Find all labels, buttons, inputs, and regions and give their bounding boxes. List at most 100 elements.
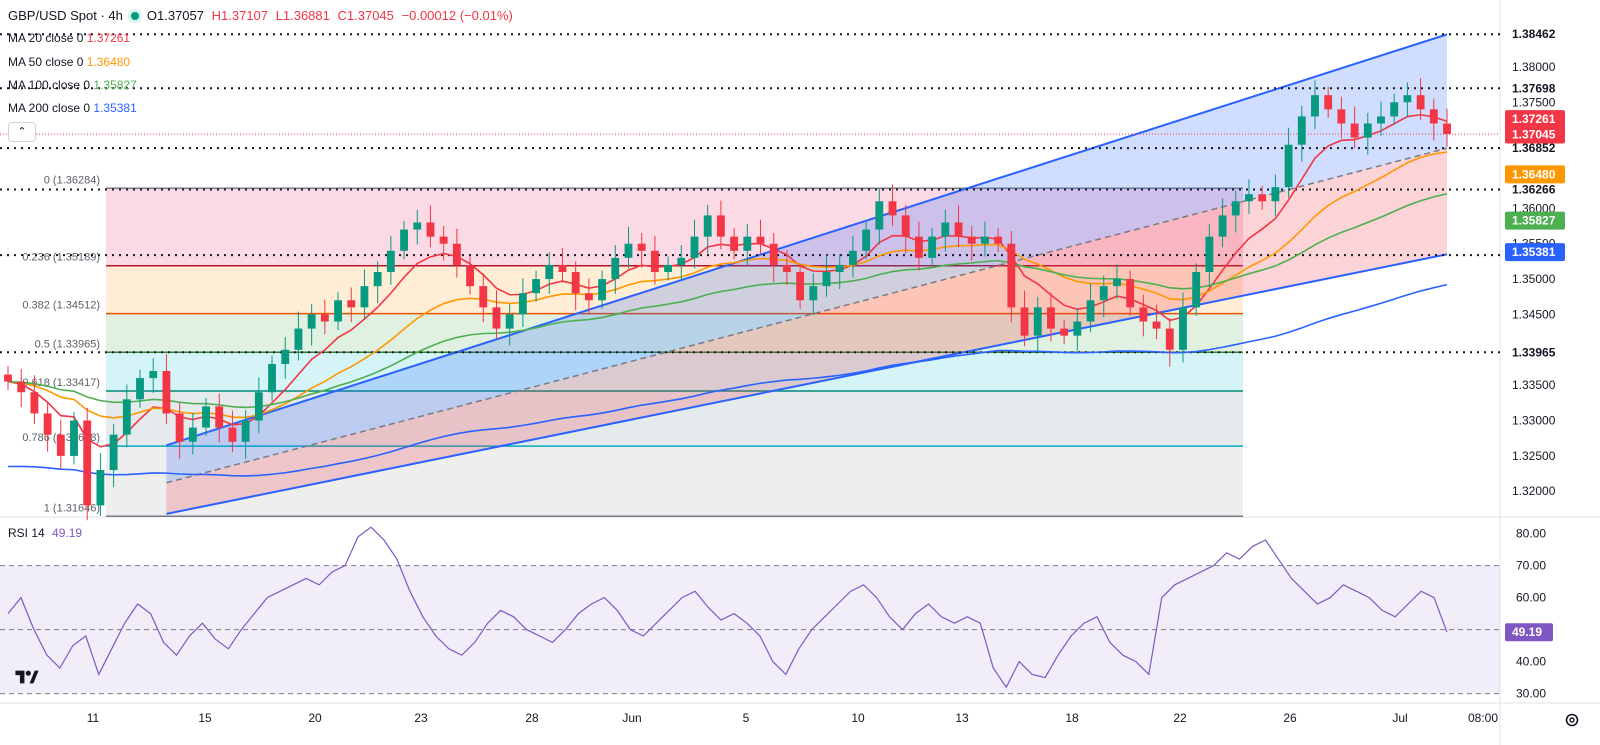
candle-body bbox=[1033, 307, 1042, 336]
ma-price-tag: 1.36480 bbox=[1512, 167, 1556, 181]
candle-body bbox=[228, 427, 237, 442]
time-tick-label: 26 bbox=[1283, 711, 1297, 725]
ma100-line bbox=[7, 192, 1448, 409]
level-price-tag-bg bbox=[1505, 25, 1565, 44]
rsi-legend[interactable]: RSI 14 49.19 bbox=[8, 526, 82, 540]
candle-body bbox=[518, 293, 527, 315]
candle-body bbox=[756, 236, 765, 244]
ma50-legend[interactable]: MA 50 close 0 1.36480 bbox=[8, 55, 130, 69]
fib-level-label: 0.236 (1.35189) bbox=[22, 252, 100, 264]
candle-body bbox=[1311, 95, 1319, 117]
rsi-line bbox=[7, 526, 1448, 689]
candle-body bbox=[122, 399, 131, 435]
ma-price-tag: 1.35381 bbox=[1512, 245, 1556, 259]
ma100-label: MA 100 close 0 bbox=[8, 78, 91, 92]
fib-zone bbox=[106, 265, 1243, 314]
candle-body bbox=[1007, 243, 1016, 308]
horizontal-levels bbox=[0, 33, 1500, 354]
time-tick-label: 23 bbox=[414, 711, 428, 725]
candle-body bbox=[875, 201, 884, 230]
rsi-tick-label: 60.00 bbox=[1516, 591, 1546, 605]
candle-body bbox=[1350, 123, 1359, 138]
ma200-value: 1.35381 bbox=[93, 101, 137, 115]
candle-body bbox=[1020, 307, 1029, 336]
candle-body bbox=[96, 470, 105, 506]
ma50-line bbox=[7, 151, 1448, 419]
candle-body bbox=[1231, 201, 1240, 216]
ma-price-tag-bg bbox=[1505, 110, 1565, 129]
ma200-legend[interactable]: MA 200 close 0 1.35381 bbox=[8, 101, 137, 115]
candle-body bbox=[83, 420, 92, 506]
fib-level-label: 0 (1.36284) bbox=[44, 174, 100, 186]
candle-body bbox=[360, 286, 369, 308]
candle-body bbox=[690, 236, 699, 258]
candle-body bbox=[1390, 102, 1399, 117]
candle-body bbox=[703, 215, 712, 237]
candle-body bbox=[281, 349, 290, 364]
price-tick-label: 1.37500 bbox=[1512, 95, 1556, 109]
time-tick-label: Jun bbox=[622, 711, 641, 725]
time-tick-label: 22 bbox=[1173, 711, 1187, 725]
ma20-legend[interactable]: MA 20 close 0 1.37261 bbox=[8, 31, 130, 45]
candle-body bbox=[1205, 236, 1214, 272]
price-axis[interactable]: 1.380001.375001.360001.355001.350001.345… bbox=[1505, 25, 1565, 498]
ma-price-tag-bg bbox=[1505, 243, 1565, 262]
candle-body bbox=[769, 243, 778, 265]
candle-body bbox=[1099, 286, 1108, 301]
channel-lower-fill bbox=[166, 148, 1448, 514]
symbol-title[interactable]: GBP/USD Spot · 4h bbox=[8, 8, 123, 23]
candle-body bbox=[558, 264, 567, 272]
fib-zone bbox=[106, 188, 1243, 266]
candle-body bbox=[624, 243, 633, 258]
symbol-header: GBP/USD Spot · 4h O1.37057 H1.37107 L1.3… bbox=[8, 8, 517, 23]
candle-body bbox=[70, 420, 78, 456]
ma100-legend[interactable]: MA 100 close 0 1.35827 bbox=[8, 78, 137, 92]
price-tick-label: 1.32000 bbox=[1512, 484, 1556, 498]
candle-body bbox=[862, 229, 871, 251]
candle-body bbox=[56, 434, 65, 456]
candle-body bbox=[1429, 109, 1438, 124]
candle-body bbox=[1086, 300, 1095, 322]
candle-body bbox=[822, 272, 831, 287]
ohlc-readout: O1.37057 H1.37107 L1.36881 C1.37045 −0.0… bbox=[147, 8, 517, 23]
candle-body bbox=[915, 236, 923, 258]
candle-body bbox=[1218, 215, 1227, 237]
time-tick-label: 20 bbox=[308, 711, 322, 725]
candle-body bbox=[571, 272, 580, 294]
collapse-legend-button[interactable]: ⌃ bbox=[8, 122, 36, 142]
candle-body bbox=[492, 307, 501, 329]
candle-body bbox=[1047, 307, 1055, 329]
level-price-tag: 1.33965 bbox=[1512, 345, 1556, 359]
ma-price-tag: 1.35827 bbox=[1512, 214, 1556, 228]
candle-body bbox=[215, 406, 224, 428]
candle-body bbox=[1416, 95, 1425, 110]
rsi-pane[interactable]: 80.00 70.00 60.00 40.00 30.00 49.19 bbox=[0, 526, 1553, 701]
price-tick-label: 1.33000 bbox=[1512, 414, 1556, 428]
price-tick-label: 1.33500 bbox=[1512, 378, 1556, 392]
time-axis[interactable]: 11 15 20 23 28 Jun 5 10 13 18 22 26 Jul 08:00 bbox=[87, 711, 1499, 725]
candle-body bbox=[188, 427, 197, 442]
time-tick-label: 11 bbox=[87, 711, 100, 725]
ma20-label: MA 20 close 0 bbox=[8, 31, 84, 45]
fibonacci-retracement: 0 (1.36284) 0.236 (1.35189) 0.382 (1.34512… bbox=[22, 174, 1243, 518]
candle-body bbox=[848, 250, 857, 265]
fib-level-label: 1 (1.31646) bbox=[44, 502, 100, 514]
ma20-value: 1.37261 bbox=[86, 31, 131, 45]
level-price-tag-bg bbox=[1505, 139, 1565, 158]
candle-body bbox=[30, 392, 39, 414]
candle-body bbox=[334, 300, 342, 322]
change-value: −0.00012 (−0.01%) bbox=[401, 8, 513, 23]
ma-price-tag-bg bbox=[1505, 165, 1565, 184]
candle-body bbox=[1245, 194, 1253, 202]
candlesticks[interactable] bbox=[4, 78, 1451, 521]
candle-body bbox=[1179, 307, 1187, 350]
close-value: C1.37045 bbox=[337, 8, 394, 23]
candle-body bbox=[730, 236, 739, 251]
time-tick-label: 18 bbox=[1065, 711, 1079, 725]
tradingview-logo[interactable] bbox=[14, 668, 40, 686]
candle-body bbox=[1126, 279, 1135, 308]
candle-body bbox=[347, 300, 356, 308]
fib-level-label: 0.5 (1.33965) bbox=[35, 338, 100, 350]
gear-icon[interactable] bbox=[1564, 712, 1580, 728]
